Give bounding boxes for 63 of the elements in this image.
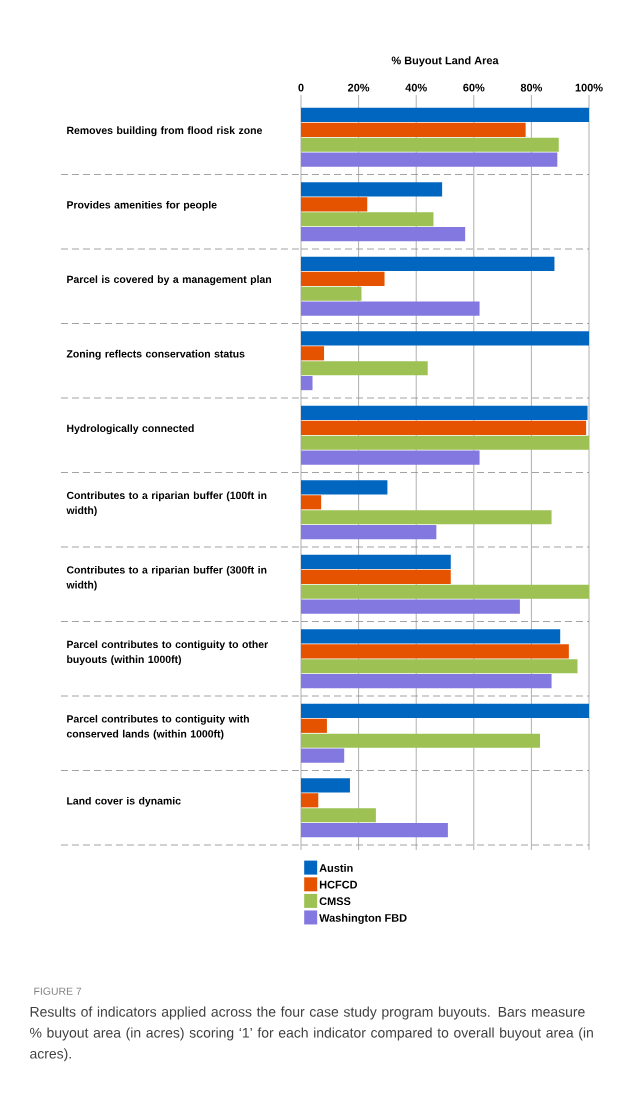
bar [301, 331, 589, 346]
y-tick-label: Contributes to a riparian buffer (300ft in width) [66, 565, 267, 591]
x-tick-label: 0 [298, 83, 304, 92]
bar [301, 808, 376, 823]
y-tick-label: Contributes to a riparian buffer (100ft in width) [66, 491, 267, 517]
bar [301, 733, 541, 748]
bar [301, 778, 350, 793]
bar [301, 659, 578, 674]
y-tick-label: Hydrologically connected [67, 424, 194, 435]
y-tick-label: Zoning reflects conservation status [66, 349, 245, 360]
bar [301, 510, 552, 525]
bar [301, 271, 385, 286]
bar [301, 227, 466, 242]
x-tick-label: 100% [575, 83, 603, 92]
bar [301, 584, 589, 599]
x-tick-label: 20% [348, 83, 370, 92]
x-tick-label: 60% [463, 83, 485, 92]
x-tick-label: 40% [405, 83, 427, 92]
bar [301, 122, 526, 137]
bar [301, 152, 558, 167]
text: Results of indicators applied across the four case study program buyouts. Bars measure % buyout area (in acres) scoring ‘1’ for each indicator compared to overall buyout area (in acres). [30, 1006, 593, 1062]
bar [301, 301, 480, 316]
bar [301, 718, 327, 733]
bar [301, 554, 451, 569]
bar [301, 525, 437, 540]
bar [301, 450, 480, 465]
bar [301, 212, 434, 227]
legend-label: Washington FBD [319, 913, 407, 925]
bar [301, 644, 569, 659]
x-axis-title: % Buyout Land Area [391, 56, 499, 67]
bar [301, 569, 451, 584]
bar [301, 137, 559, 152]
bar [301, 495, 322, 510]
y-tick-label: Land cover is dynamic [67, 796, 181, 807]
bar [301, 107, 589, 122]
bar [301, 748, 345, 763]
caption: FIGURE 7 [34, 987, 82, 995]
bar [301, 405, 588, 420]
bar [301, 182, 443, 197]
bar [301, 346, 325, 361]
bar [301, 823, 448, 838]
bar [301, 376, 313, 391]
legend-label: CMSS [319, 897, 351, 906]
y-tick-label: Removes building from flood risk zone [67, 126, 262, 137]
y-tick-label: Parcel contributes to contiguity to other buyouts (within 1000ft) [67, 640, 268, 666]
bar [301, 420, 587, 435]
bar [301, 703, 589, 718]
bar [301, 599, 520, 614]
bar [301, 435, 589, 450]
bar [301, 361, 428, 376]
x-tick-label: 80% [520, 83, 543, 92]
legend-label: Austin [319, 863, 353, 872]
bar [301, 674, 552, 689]
bar [301, 793, 319, 808]
bar [301, 480, 388, 495]
y-tick-label: Parcel is covered by a management plan [67, 275, 272, 286]
y-tick-label: Parcel contributes to contiguity with conserved lands (within 1000ft) [66, 714, 249, 740]
bar [301, 629, 561, 644]
bar [301, 197, 368, 212]
bar [301, 256, 555, 271]
bar [301, 286, 362, 301]
legend-label: HCFCD [319, 880, 358, 889]
y-tick-label: Provides amenities for people [67, 200, 217, 211]
